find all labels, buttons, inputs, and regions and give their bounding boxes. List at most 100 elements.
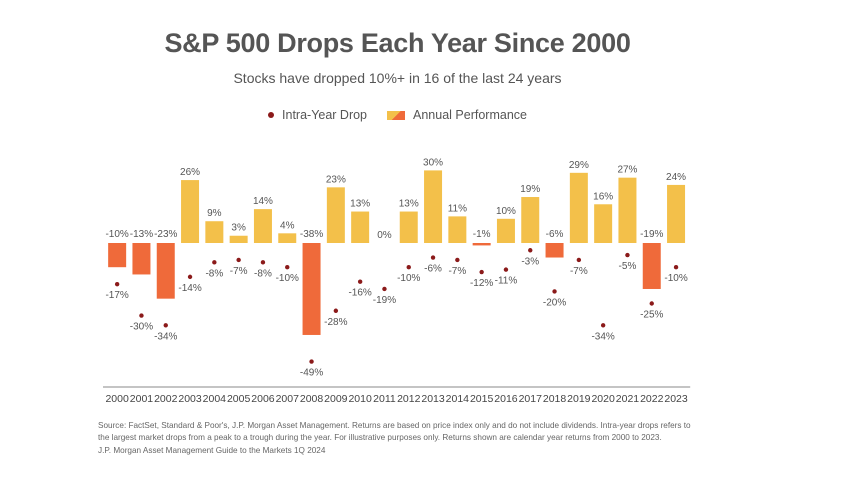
annual-label-2017: 19% bbox=[520, 184, 540, 195]
drop-dot-2009 bbox=[333, 308, 339, 313]
drop-label-2014: -7% bbox=[448, 266, 466, 277]
drop-label-2011: -19% bbox=[373, 295, 396, 306]
annual-bar-2002 bbox=[156, 243, 175, 299]
annual-label-2003: 26% bbox=[180, 167, 200, 178]
annual-bar-2010 bbox=[351, 211, 370, 243]
drop-label-2007: -10% bbox=[276, 273, 299, 284]
annual-bar-2017 bbox=[521, 197, 540, 243]
annual-bar-2019 bbox=[569, 172, 588, 243]
drop-dot-2015 bbox=[479, 269, 484, 275]
x-tick-2014: 2014 bbox=[446, 393, 470, 405]
drop-dot-2013 bbox=[430, 255, 436, 260]
drop-label-2019: -7% bbox=[570, 266, 588, 277]
annual-label-2015: -1% bbox=[473, 229, 491, 240]
drop-label-2015: -12% bbox=[470, 278, 493, 289]
annual-label-2019: 29% bbox=[569, 160, 589, 171]
legend-dot-icon bbox=[268, 112, 275, 118]
drop-dot-2011 bbox=[382, 286, 387, 292]
x-tick-2017: 2017 bbox=[519, 393, 543, 405]
drop-label-2004: -8% bbox=[205, 268, 223, 279]
x-tick-2004: 2004 bbox=[203, 393, 227, 405]
annual-label-2002: -23% bbox=[154, 229, 177, 240]
legend-item-annual-performance: Annual Performance bbox=[387, 108, 527, 122]
drop-dot-2010 bbox=[357, 279, 363, 284]
drop-label-2018: -20% bbox=[543, 297, 566, 308]
drop-dot-2020 bbox=[600, 323, 606, 328]
drop-label-2003: -14% bbox=[178, 283, 201, 294]
drop-dot-2003 bbox=[187, 274, 193, 280]
annual-label-2000: -10% bbox=[105, 229, 128, 240]
drop-label-2017: -3% bbox=[521, 256, 539, 267]
annual-label-2014: 11% bbox=[448, 203, 467, 214]
drop-dot-2019 bbox=[576, 257, 582, 263]
drop-label-2001: -30% bbox=[130, 322, 153, 333]
drop-dot-2022 bbox=[649, 301, 654, 306]
annual-label-2007: 4% bbox=[280, 220, 295, 231]
annual-bar-2005 bbox=[229, 235, 248, 243]
x-tick-2022: 2022 bbox=[640, 393, 664, 405]
annual-label-2013: 30% bbox=[423, 157, 443, 168]
drop-dot-2012 bbox=[406, 265, 411, 270]
annual-label-2018: -6% bbox=[546, 229, 564, 240]
drop-dot-2004 bbox=[212, 260, 217, 265]
drop-label-2012: -10% bbox=[397, 273, 420, 284]
annual-bar-2007 bbox=[278, 233, 297, 243]
x-tick-2009: 2009 bbox=[324, 393, 348, 405]
drop-label-2021: -5% bbox=[619, 261, 637, 272]
x-tick-2013: 2013 bbox=[421, 393, 445, 405]
annual-bar-2004 bbox=[205, 221, 224, 243]
drop-dot-2007 bbox=[285, 265, 290, 270]
annual-bar-2023 bbox=[667, 184, 686, 243]
drop-dot-2008 bbox=[309, 359, 314, 364]
x-tick-2012: 2012 bbox=[397, 393, 421, 405]
drop-label-2002: -34% bbox=[154, 331, 177, 342]
annual-bar-2016 bbox=[496, 218, 515, 243]
drop-dot-2016 bbox=[503, 267, 509, 272]
annual-label-2022: -19% bbox=[640, 229, 663, 240]
source-guide: J.P. Morgan Asset Management Guide to th… bbox=[98, 445, 326, 455]
drop-dot-2000 bbox=[114, 281, 120, 287]
annual-bar-2018 bbox=[545, 243, 564, 258]
annual-bar-2014 bbox=[448, 216, 467, 243]
x-tick-2001: 2001 bbox=[130, 393, 154, 405]
bar-chart: -10% -17% 2000 -13% -30% 2001 -23% -34% 2002 26% -… bbox=[103, 157, 691, 405]
chart-subtitle: Stocks have dropped 10%+ in 16 of the la… bbox=[233, 70, 562, 86]
annual-label-2016: 10% bbox=[496, 206, 516, 217]
annual-bar-2021 bbox=[618, 177, 637, 243]
x-tick-2016: 2016 bbox=[494, 393, 518, 405]
drop-label-2022: -25% bbox=[640, 310, 663, 321]
annual-label-2012: 13% bbox=[399, 199, 419, 210]
annual-bar-2013 bbox=[424, 170, 443, 243]
annual-label-2021: 27% bbox=[617, 165, 637, 176]
drop-dot-2014 bbox=[455, 257, 460, 263]
legend-swatch-icon bbox=[387, 110, 406, 120]
legend-label-annual-performance: Annual Performance bbox=[413, 108, 527, 122]
annual-bar-2000 bbox=[108, 243, 127, 268]
annual-label-2001: -13% bbox=[130, 229, 153, 240]
x-tick-2018: 2018 bbox=[543, 393, 567, 405]
drop-label-2020: -34% bbox=[591, 331, 614, 342]
drop-dot-2001 bbox=[139, 313, 144, 318]
x-tick-2007: 2007 bbox=[276, 393, 300, 405]
x-tick-2002: 2002 bbox=[154, 393, 178, 405]
drop-label-2016: -11% bbox=[495, 276, 518, 287]
legend-item-intra-year-drop: Intra-Year Drop bbox=[268, 108, 367, 122]
x-tick-2005: 2005 bbox=[227, 393, 251, 405]
drop-label-2000: -17% bbox=[105, 290, 128, 301]
annual-label-2010: 13% bbox=[350, 199, 370, 210]
annual-bar-2009 bbox=[326, 187, 345, 243]
annual-bar-2006 bbox=[253, 209, 272, 243]
x-tick-2019: 2019 bbox=[567, 393, 591, 405]
x-tick-2015: 2015 bbox=[470, 393, 494, 405]
x-tick-2020: 2020 bbox=[591, 393, 615, 405]
chart-title: S&P 500 Drops Each Year Since 2000 bbox=[164, 28, 631, 58]
annual-label-2006: 14% bbox=[253, 196, 273, 207]
annual-label-2023: 24% bbox=[666, 172, 686, 183]
drop-label-2023: -10% bbox=[664, 273, 687, 284]
annual-bar-2003 bbox=[181, 180, 200, 243]
annual-label-2008: -38% bbox=[300, 229, 323, 240]
x-tick-2010: 2010 bbox=[348, 393, 372, 405]
source-note: Source: FactSet, Standard & Poor's, J.P.… bbox=[98, 420, 698, 457]
drop-label-2005: -7% bbox=[230, 266, 248, 277]
drop-label-2008: -49% bbox=[300, 368, 323, 379]
